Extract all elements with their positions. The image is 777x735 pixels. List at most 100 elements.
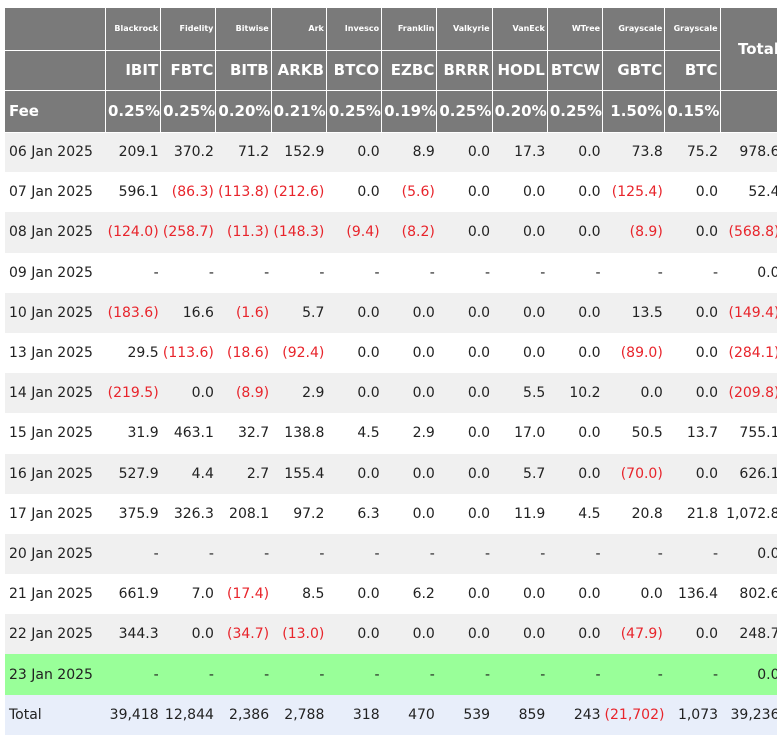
ticker-header-cell: BTCO <box>326 50 383 91</box>
table-row: 17 Jan 2025 375.9 326.3 208.1 97.2 6.3 0.0 0.0 1… <box>5 493 777 534</box>
flow-cell: 0.0 <box>492 574 548 615</box>
flow-cell: 527.9 <box>105 453 161 494</box>
flow-cell: 0.0 <box>436 413 493 454</box>
issuer-header-row: Blackrock Fidelity Bitwise Ark Invesco Frankl… <box>5 8 777 91</box>
flow-cell: - <box>436 654 493 695</box>
flow-cell: 0.0 <box>326 373 382 414</box>
flow-cell: (113.8) <box>215 172 272 213</box>
ticker-header-cell: HODL <box>492 50 548 91</box>
issuer-header-cell: Fidelity <box>160 8 217 51</box>
flow-cell: 5.7 <box>492 453 548 494</box>
row-total-cell: 978.6 <box>720 132 777 173</box>
flow-cell: - <box>271 533 327 575</box>
total-column-header: Total <box>720 8 777 91</box>
cumulative-total-cell: 12,844 <box>160 694 216 735</box>
flow-cell: 0.0 <box>436 453 493 494</box>
table-header: Blackrock Fidelity Bitwise Ark Invesco Frankl… <box>5 8 777 133</box>
flow-cell: 71.2 <box>215 132 272 173</box>
flow-cell: 0.0 <box>381 373 437 414</box>
row-total-cell: (284.1) <box>720 332 777 374</box>
flow-cell: 0.0 <box>436 574 493 615</box>
flow-cell: 32.7 <box>215 413 272 454</box>
flow-cell: 6.2 <box>381 574 437 615</box>
flow-cell: 0.0 <box>664 453 721 494</box>
cumulative-total-cell: 539 <box>436 694 493 735</box>
table-row: 09 Jan 2025- - - - - - - - - - -0.0 <box>5 252 777 293</box>
flow-cell: 0.0 <box>436 332 493 374</box>
flow-cell: 11.9 <box>492 493 548 534</box>
flow-cell: (8.9) <box>602 212 665 253</box>
flow-cell: 0.0 <box>664 373 721 414</box>
total-row: Total 39,418 12,844 2,386 2,788 318 470 539 859 2… <box>5 694 777 735</box>
flow-cell: (8.9) <box>215 373 272 414</box>
date-cell: 21 Jan 2025 <box>5 574 106 615</box>
flow-cell: - <box>271 654 327 695</box>
flow-cell: (5.6) <box>381 172 437 213</box>
flow-cell: 8.5 <box>271 574 327 615</box>
flow-cell: - <box>160 533 216 575</box>
flow-cell: 209.1 <box>105 132 161 173</box>
flow-cell: (125.4) <box>602 172 665 213</box>
flow-cell: - <box>492 533 548 575</box>
ticker-header-cell: FBTC <box>160 50 217 91</box>
flow-cell: 13.5 <box>602 292 665 333</box>
flow-cell: 0.0 <box>381 493 437 534</box>
date-cell: 17 Jan 2025 <box>5 493 106 534</box>
flow-cell: - <box>602 252 665 293</box>
flow-cell: - <box>326 654 382 695</box>
flow-cell: 152.9 <box>271 132 327 173</box>
flow-cell: - <box>547 252 603 293</box>
flow-cell: 0.0 <box>436 212 493 253</box>
flow-cell: (47.9) <box>602 614 665 655</box>
row-total-cell: 248.7 <box>720 614 777 655</box>
flow-cell: 0.0 <box>160 614 216 655</box>
flow-cell: - <box>215 533 272 575</box>
flow-cell: (17.4) <box>215 574 272 615</box>
date-cell: 23 Jan 2025 <box>5 654 106 695</box>
flow-cell: 73.8 <box>602 132 665 173</box>
flow-cell: (212.6) <box>271 172 327 213</box>
row-total-cell: (209.8) <box>720 373 777 414</box>
issuer-header-cell: Valkyrie <box>436 8 493 51</box>
flow-cell: 0.0 <box>547 614 603 655</box>
flow-cell: 0.0 <box>326 614 382 655</box>
issuer-header-cell: Bitwise <box>215 8 272 51</box>
flow-cell: 10.2 <box>547 373 603 414</box>
flow-cell: 0.0 <box>547 212 603 253</box>
flow-cell: 13.7 <box>664 413 721 454</box>
corner-header-cell <box>5 8 106 51</box>
flow-cell: - <box>602 654 665 695</box>
flow-cell: 2.9 <box>381 413 437 454</box>
flow-cell: - <box>436 252 493 293</box>
flow-cell: 0.0 <box>547 172 603 213</box>
date-cell: 09 Jan 2025 <box>5 252 106 293</box>
flow-cell: 29.5 <box>105 332 161 374</box>
flow-cell: 0.0 <box>547 332 603 374</box>
flow-cell: 0.0 <box>602 574 665 615</box>
date-cell: 08 Jan 2025 <box>5 212 106 253</box>
cumulative-total-cell: 470 <box>381 694 437 735</box>
flow-cell: 17.3 <box>492 132 548 173</box>
flow-cell: (9.4) <box>326 212 382 253</box>
flow-cell: 326.3 <box>160 493 216 534</box>
ticker-header-row: IBIT FBTC BITB ARKB BTCO EZBC BRRR HODL BTCW GBTC… <box>5 50 777 91</box>
flow-cell: (219.5) <box>105 373 161 414</box>
flow-cell: 2.9 <box>271 373 327 414</box>
flow-cell: 0.0 <box>547 574 603 615</box>
flow-cell: 0.0 <box>436 373 493 414</box>
flow-cell: - <box>105 654 161 695</box>
date-cell: 14 Jan 2025 <box>5 373 106 414</box>
flow-cell: 0.0 <box>381 332 437 374</box>
issuer-header-cell: Invesco <box>326 8 383 51</box>
issuer-header-cell: Grayscale <box>602 8 666 51</box>
flow-cell: 8.9 <box>381 132 437 173</box>
row-total-cell: 802.6 <box>720 574 777 615</box>
ticker-header-cell: BTCW <box>547 50 604 91</box>
flow-cell: - <box>492 252 548 293</box>
flow-cell: 0.0 <box>326 132 382 173</box>
flow-cell: 2.7 <box>215 453 272 494</box>
flow-cell: 0.0 <box>492 172 548 213</box>
ticker-header-cell: IBIT <box>105 50 162 91</box>
fee-cell: 0.25% <box>547 90 604 133</box>
flow-cell: 0.0 <box>492 212 548 253</box>
